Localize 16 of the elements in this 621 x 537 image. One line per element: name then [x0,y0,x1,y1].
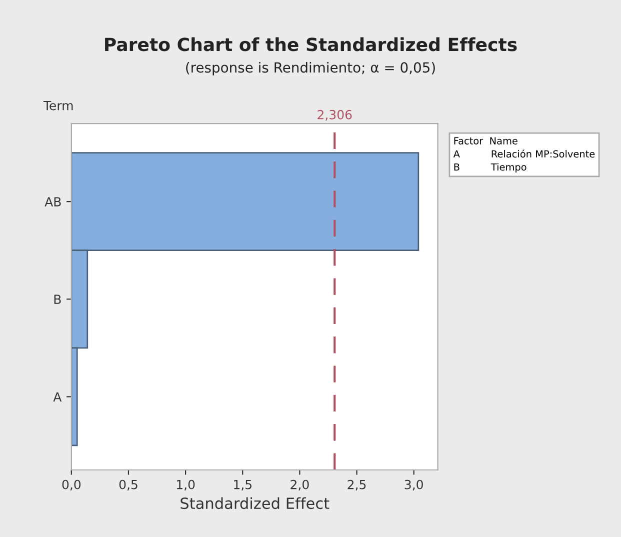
chart-title: Pareto Chart of the Standardized Effects [105,37,517,52]
y-axis-title: Term [43,100,73,110]
x-tick-label: 0,5 [119,480,138,491]
x-tick-label: 1,5 [234,480,252,491]
x-tick-label: 2,0 [290,480,309,491]
y-tick-label: AB [44,197,61,206]
x-tick-label: 1,0 [176,480,195,491]
x-axis-title: Standardized Effect [180,497,330,510]
x-tick-label: 2,5 [348,480,366,491]
y-tick-label: A [53,392,62,402]
chart-subtitle: (response is Rendimiento; α = 0,05) [186,62,435,76]
x-tick-label: 0,0 [62,480,81,491]
y-tick-label: B [54,294,61,304]
ref-line-label: 2,306 [318,110,352,121]
text: Factor Name A Relación MP:Solvente B Tiempo [453,137,595,173]
x-tick-label: 3,0 [404,480,423,491]
